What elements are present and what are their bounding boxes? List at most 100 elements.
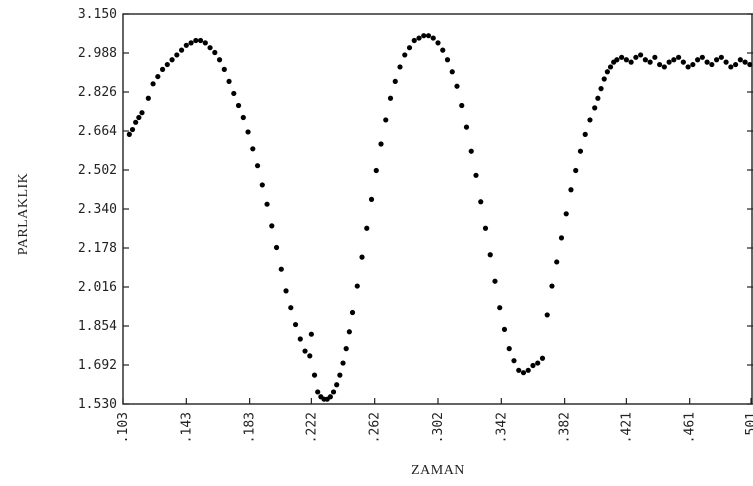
data-point (159, 66, 166, 72)
data-point (604, 69, 610, 75)
data-point (680, 59, 686, 65)
y-axis-label: PARLAKLIK (16, 173, 31, 256)
data-point (544, 312, 550, 318)
data-point (440, 47, 446, 53)
data-point (343, 346, 349, 352)
data-point (164, 61, 170, 68)
data-point (425, 33, 432, 39)
data-point (397, 64, 403, 70)
data-point (657, 61, 663, 68)
x-tick-label: .501 (744, 412, 753, 443)
x-tick-label: .222 (304, 412, 319, 443)
data-point (354, 283, 360, 289)
x-axis-ticks: .103 .143 .183 .222 .262 .302 .342 .382 .421 .461… (116, 398, 753, 443)
x-tick-label: .421 (619, 412, 634, 443)
data-point (497, 305, 503, 311)
data-point (383, 117, 389, 123)
x-tick-label: .302 (431, 412, 446, 443)
data-point (468, 148, 474, 154)
y-tick-label: 2.016 (78, 280, 117, 295)
y-tick-label: 3.150 (78, 7, 117, 22)
data-point (530, 362, 536, 369)
data-point (506, 346, 512, 352)
data-point (136, 114, 142, 121)
data-point (212, 49, 218, 56)
y-tick-label: 2.502 (78, 163, 117, 178)
data-point (563, 211, 569, 217)
data-point (473, 172, 479, 178)
data-point (307, 353, 313, 359)
data-point (245, 129, 251, 135)
data-point (145, 95, 151, 101)
data-point (478, 199, 484, 205)
x-tick-label: .183 (243, 412, 258, 443)
data-point (666, 59, 672, 65)
data-point (592, 105, 598, 111)
y-tick-label: 1.530 (78, 397, 117, 412)
y-tick-label: 2.826 (78, 85, 117, 100)
data-point (676, 54, 682, 60)
y-axis-ticks: 3.150 2.988 2.826 2.664 2.502 2.340 2.178 2.016… (78, 7, 753, 412)
data-point (607, 64, 614, 70)
data-point (273, 244, 280, 251)
y-tick-label: 2.988 (78, 46, 117, 61)
data-point (202, 40, 208, 46)
data-point (430, 35, 436, 41)
y-tick-label: 1.854 (78, 319, 117, 334)
data-point (661, 64, 667, 70)
data-point (582, 131, 588, 137)
data-point (346, 329, 352, 335)
plot-frame (122, 13, 753, 405)
data-point (454, 83, 460, 89)
data-point (587, 117, 593, 123)
data-point (129, 126, 136, 133)
data-point (259, 182, 265, 188)
data-point (516, 367, 522, 373)
data-point (226, 78, 232, 85)
data-point (704, 59, 710, 65)
data-point (487, 252, 493, 258)
data-point (240, 114, 246, 121)
data-point (685, 64, 691, 70)
x-tick-label: .461 (683, 412, 698, 443)
data-point (221, 66, 227, 72)
data-point (501, 326, 508, 332)
data-point (174, 52, 180, 58)
data-point (737, 57, 743, 63)
data-point (482, 225, 489, 231)
data-point (235, 102, 242, 109)
data-point (193, 37, 199, 44)
data-point (349, 309, 356, 316)
data-point (334, 382, 340, 388)
data-point (288, 305, 294, 311)
data-point (690, 61, 696, 68)
data-point (601, 76, 607, 82)
data-point (139, 110, 145, 116)
data-point (728, 64, 734, 70)
data-point (558, 235, 565, 241)
data-point (718, 54, 724, 60)
data-point (568, 187, 574, 193)
data-point (573, 167, 579, 174)
data-point (337, 372, 343, 378)
data-point (315, 389, 321, 395)
data-point (652, 54, 658, 60)
data-point (713, 57, 720, 63)
data-point (133, 119, 139, 125)
data-point (695, 57, 701, 63)
data-point (492, 278, 498, 284)
data-point (459, 102, 465, 109)
data-point (330, 389, 337, 395)
data-point (638, 52, 644, 58)
plot-border (122, 13, 753, 405)
data-point (577, 148, 584, 154)
data-point (421, 33, 427, 39)
x-tick-label: .262 (368, 412, 383, 443)
y-tick-label: 2.178 (78, 241, 117, 256)
data-point (197, 37, 204, 44)
data-point (254, 163, 261, 169)
data-point (619, 54, 625, 60)
data-point (340, 360, 346, 366)
data-point (392, 78, 398, 85)
